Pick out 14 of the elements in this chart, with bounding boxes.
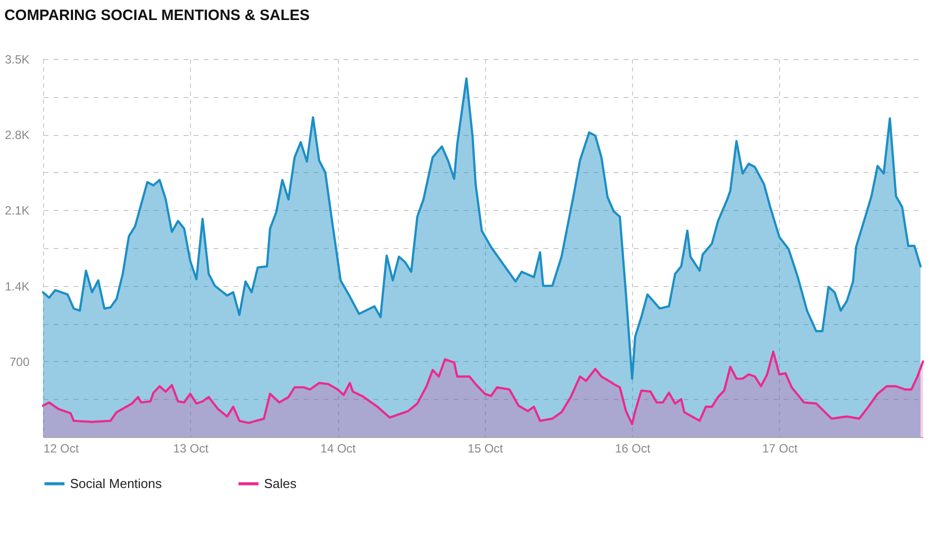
x-tick-label: 16 Oct: [614, 442, 651, 456]
legend-label: Social Mentions: [70, 476, 162, 491]
legend-label: Sales: [264, 476, 298, 491]
y-tick-label: 3.5K: [4, 52, 30, 66]
x-tick-label: 13 Oct: [173, 442, 210, 456]
x-tick-label: 12 Oct: [44, 442, 80, 456]
chart-title: COMPARING SOCIAL MENTIONS & SALES: [4, 7, 310, 24]
y-tick-label: 1.4K: [4, 279, 30, 294]
x-tick-label: 15 Oct: [468, 442, 504, 456]
y-tick-label: 2.1K: [4, 204, 30, 218]
x-tick-label: 14 Oct: [320, 442, 356, 456]
y-tick-label: 2.8K: [4, 128, 30, 142]
y-tick-label: 700: [9, 354, 30, 369]
x-tick-label: 17 Oct: [762, 442, 798, 456]
